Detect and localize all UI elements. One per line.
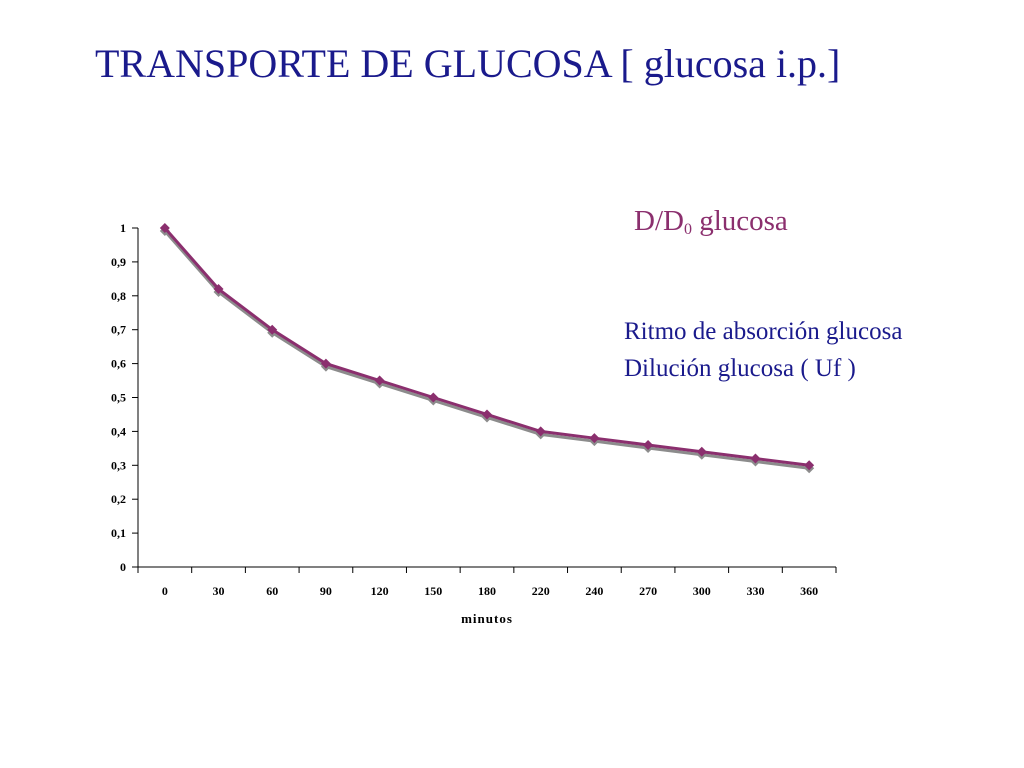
x-tick-label: 90 (320, 584, 332, 598)
x-tick-label: 0 (162, 584, 168, 598)
series-line (163, 227, 810, 467)
x-tick-label: 300 (693, 584, 711, 598)
y-tick-label: 1 (120, 221, 126, 235)
series-point (320, 358, 331, 369)
x-tick-label: 120 (371, 584, 389, 598)
y-tick-label: 0,2 (111, 492, 126, 506)
y-tick-label: 0,1 (111, 526, 126, 540)
chart-marks (159, 223, 815, 474)
series-point (535, 426, 546, 437)
y-tick-label: 0,6 (111, 357, 126, 371)
y-tick-label: 0 (120, 560, 126, 574)
x-tick-label: 270 (639, 584, 657, 598)
x-tick-label: 360 (800, 584, 818, 598)
y-tick-label: 0,8 (111, 289, 126, 303)
series-point (643, 439, 654, 450)
series-point (482, 409, 492, 420)
series-point (374, 375, 385, 386)
y-tick-label: 0,5 (111, 391, 126, 405)
series-label-rest: glucosa (691, 205, 788, 237)
x-tick-label: 240 (585, 584, 603, 598)
series-label-subscript: 0 (683, 221, 692, 238)
y-tick-label: 0,4 (111, 424, 126, 438)
y-tick-label: 0,3 (111, 458, 126, 472)
x-tick-label: 60 (266, 584, 278, 598)
series-point (696, 446, 707, 457)
chart-axes: 0 0,1 0,2 0,3 0,4 0,5 0,6 0,7 0,8 0,9 1 0 30 60 90 120 1… (111, 221, 837, 626)
x-tick-label: 330 (746, 584, 764, 598)
slide-title: TRANSPORTE DE GLUCOSA [ glucosa i.p.] (95, 41, 841, 86)
series-point (589, 433, 600, 444)
y-tick-label: 0,7 (111, 323, 126, 337)
x-tick-label: 180 (478, 584, 496, 598)
series-point (267, 324, 278, 335)
series-point (213, 284, 224, 295)
series-shadow-line (163, 230, 810, 470)
note-glucose-dilution: Dilución glucosa ( Uf ) (624, 355, 856, 382)
series-point (159, 223, 170, 233)
y-tick-label: 0,9 (111, 255, 126, 269)
x-axis-title: minutos (461, 611, 513, 626)
x-tick-label: 150 (424, 584, 442, 598)
x-tick-label: 30 (213, 584, 225, 598)
series-label-main: D/D (634, 205, 684, 237)
series-point (428, 392, 439, 403)
x-tick-label: 220 (532, 584, 550, 598)
series-point (804, 460, 815, 471)
note-absorption-rate: Ritmo de absorción glucosa (624, 318, 903, 345)
series-point (750, 453, 761, 464)
series-label: D/D0 glucosa (634, 205, 788, 239)
